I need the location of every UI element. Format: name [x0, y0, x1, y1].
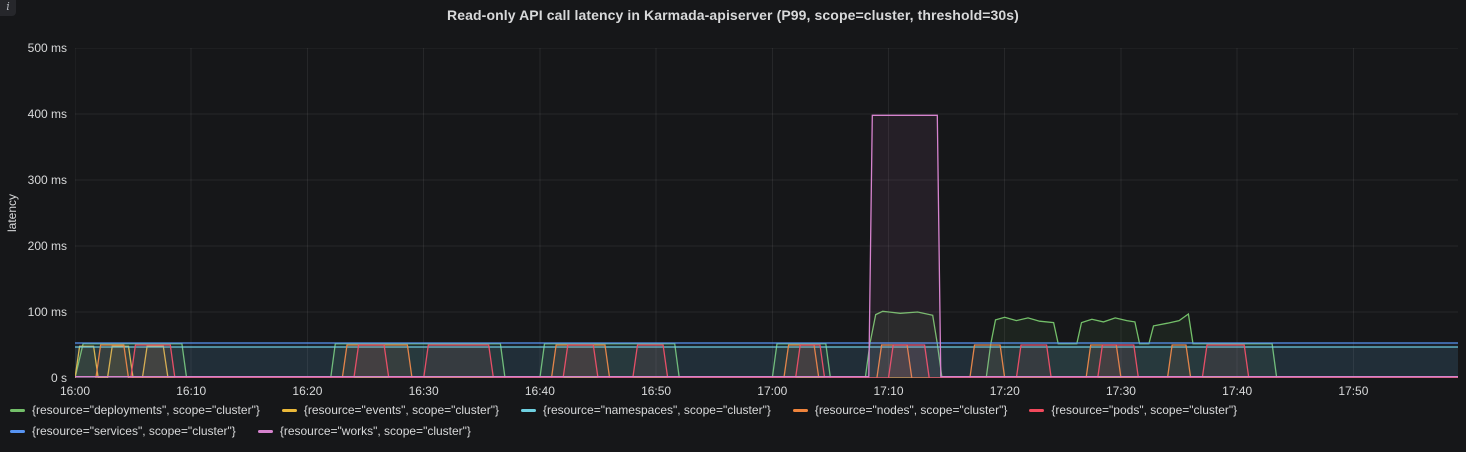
y-tick-label: 400 ms	[27, 107, 67, 121]
series-fill-pods	[130, 345, 1458, 378]
legend-label-works: {resource="works", scope="cluster"}	[279, 424, 471, 438]
series-fill-works	[75, 115, 1458, 378]
legend-swatch-works	[257, 429, 273, 433]
legend-label-pods: {resource="pods", scope="cluster"}	[1051, 403, 1238, 417]
series-line-deployments	[75, 310, 1458, 378]
panel-info-glyph: i	[6, 0, 10, 13]
legend-item-services[interactable]: {resource="services", scope="cluster"}	[10, 424, 236, 438]
series-fill-deployments	[75, 311, 1458, 378]
x-tick-label: 17:20	[989, 384, 1020, 398]
series-fill-namespaces	[75, 347, 1458, 378]
y-tick-label: 500 ms	[27, 41, 67, 55]
panel-info-icon[interactable]: i	[0, 0, 16, 16]
legend-swatch-pods	[1029, 408, 1045, 412]
y-tick-label: 0 s	[50, 371, 67, 385]
series-line-works	[75, 114, 1458, 378]
legend-label-deployments: {resource="deployments", scope="cluster"…	[32, 403, 260, 417]
legend-swatch-deployments	[10, 408, 25, 412]
x-tick-label: 17:10	[873, 384, 904, 398]
x-tick-label: 16:00	[59, 384, 91, 398]
legend-label-services: {resource="services", scope="cluster"}	[32, 424, 236, 438]
y-tick-label: 200 ms	[27, 239, 67, 253]
legend-swatch-nodes	[792, 408, 808, 412]
x-tick-label: 17:40	[1222, 384, 1253, 398]
y-axis-label: latency	[5, 193, 19, 233]
x-tick-label: 17:00	[757, 384, 788, 398]
x-tick-label: 17:30	[1105, 384, 1136, 398]
series-fill-services	[75, 343, 1458, 378]
legend-item-events[interactable]: {resource="events", scope="cluster"}	[281, 403, 499, 417]
legend-swatch-services	[10, 429, 25, 433]
x-tick-label: 16:30	[408, 384, 439, 398]
x-tick-label: 16:20	[292, 384, 323, 398]
series-line-pods	[130, 344, 1458, 378]
legend-swatch-events	[281, 408, 297, 412]
x-tick-label: 17:50	[1338, 384, 1369, 398]
x-tick-label: 16:40	[524, 384, 555, 398]
y-tick-label: 300 ms	[27, 173, 67, 187]
legend-item-deployments[interactable]: {resource="deployments", scope="cluster"…	[10, 403, 260, 417]
legend-label-events: {resource="events", scope="cluster"}	[303, 403, 499, 417]
legend-item-nodes[interactable]: {resource="nodes", scope="cluster"}	[792, 403, 1008, 417]
legend-label-namespaces: {resource="namespaces", scope="cluster"}	[543, 403, 771, 417]
legend-item-namespaces[interactable]: {resource="namespaces", scope="cluster"}	[521, 403, 771, 417]
panel-title: Read-only API call latency in Karmada-ap…	[447, 7, 1019, 23]
x-tick-label: 16:10	[176, 384, 207, 398]
chart-plot-area[interactable]	[75, 48, 1458, 378]
legend-swatch-namespaces	[521, 408, 536, 412]
series-line-events	[75, 345, 1458, 378]
y-tick-label: 100 ms	[27, 305, 67, 319]
legend-item-pods[interactable]: {resource="pods", scope="cluster"}	[1029, 403, 1237, 417]
x-tick-label: 16:50	[641, 384, 672, 398]
legend-item-works[interactable]: {resource="works", scope="cluster"}	[257, 424, 471, 438]
legend: {resource="deployments", scope="cluster"…	[10, 403, 1460, 438]
legend-label-nodes: {resource="nodes", scope="cluster"}	[814, 403, 1008, 417]
